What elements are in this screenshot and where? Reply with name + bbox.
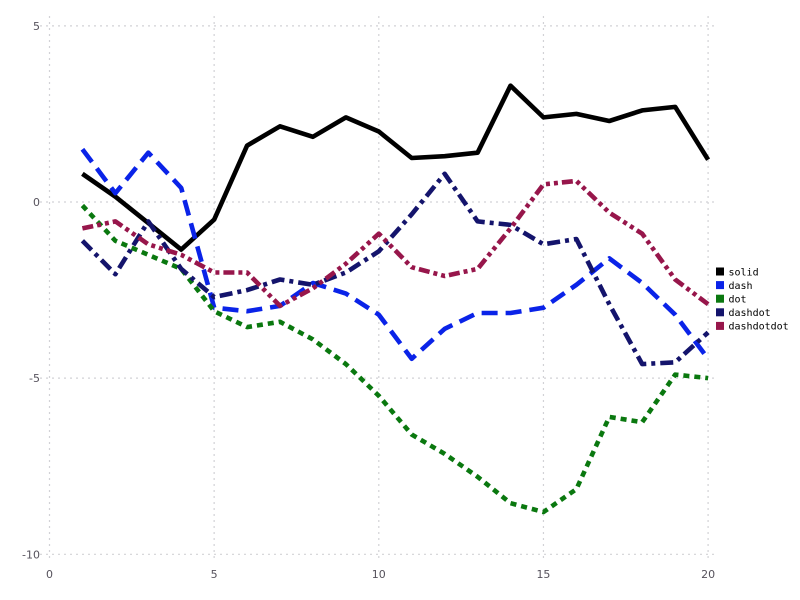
series-line-solid: [81, 83, 711, 252]
y-tick-label--5: -5: [29, 372, 40, 385]
series-lines: [80, 83, 711, 515]
legend-item-dashdotdot: dashdotdot: [716, 322, 789, 333]
y-tick-label-5: 5: [33, 20, 40, 33]
legend-label-dashdotdot: dashdotdot: [729, 322, 789, 333]
legend-label-dashdot: dashdot: [729, 308, 771, 319]
axis-tick-labels: 5 0 -5 -10 0 5 10 15 20: [22, 20, 715, 581]
legend-marker-dot: [716, 294, 724, 303]
legend-label-dash: dash: [729, 281, 753, 292]
x-tick-label-20: 20: [701, 568, 715, 581]
series-line-dashdotdot: [81, 178, 710, 309]
legend-marker-solid: [716, 267, 724, 276]
x-tick-label-10: 10: [372, 568, 386, 581]
legend-item-dot: dot: [716, 295, 747, 306]
series-line-dash: [80, 147, 710, 362]
legend-label-solid: solid: [729, 267, 759, 278]
legend-item-dash: dash: [716, 281, 753, 292]
legend-marker-dash: [716, 281, 724, 290]
series-line-dashdot: [80, 171, 710, 367]
legend-item-dashdot: dashdot: [716, 308, 771, 319]
y-tick-label-0: 0: [33, 196, 40, 209]
legend-marker-dashdotdot: [716, 321, 724, 330]
gridlines: [40, 16, 714, 562]
x-tick-label-0: 0: [46, 568, 53, 581]
x-tick-label-5: 5: [211, 568, 218, 581]
legend-marker-dashdot: [716, 308, 724, 317]
x-tick-label-15: 15: [536, 568, 550, 581]
legend-item-solid: solid: [716, 267, 759, 278]
legend-label-dot: dot: [729, 295, 747, 306]
y-tick-label--10: -10: [22, 548, 40, 561]
